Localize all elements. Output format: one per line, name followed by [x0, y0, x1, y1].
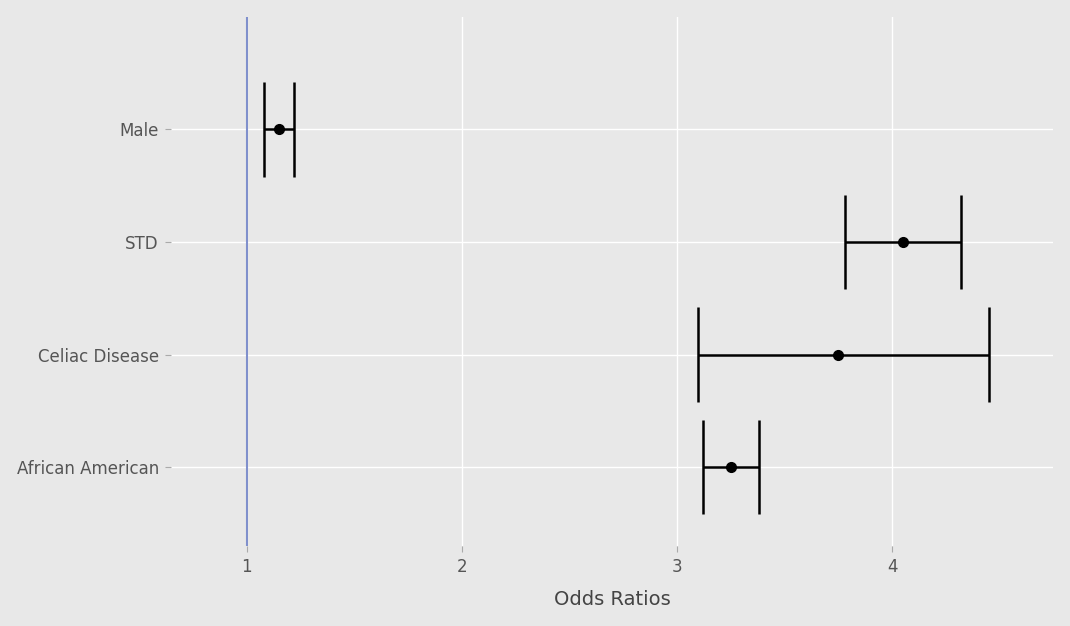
X-axis label: Odds Ratios: Odds Ratios: [554, 590, 671, 609]
